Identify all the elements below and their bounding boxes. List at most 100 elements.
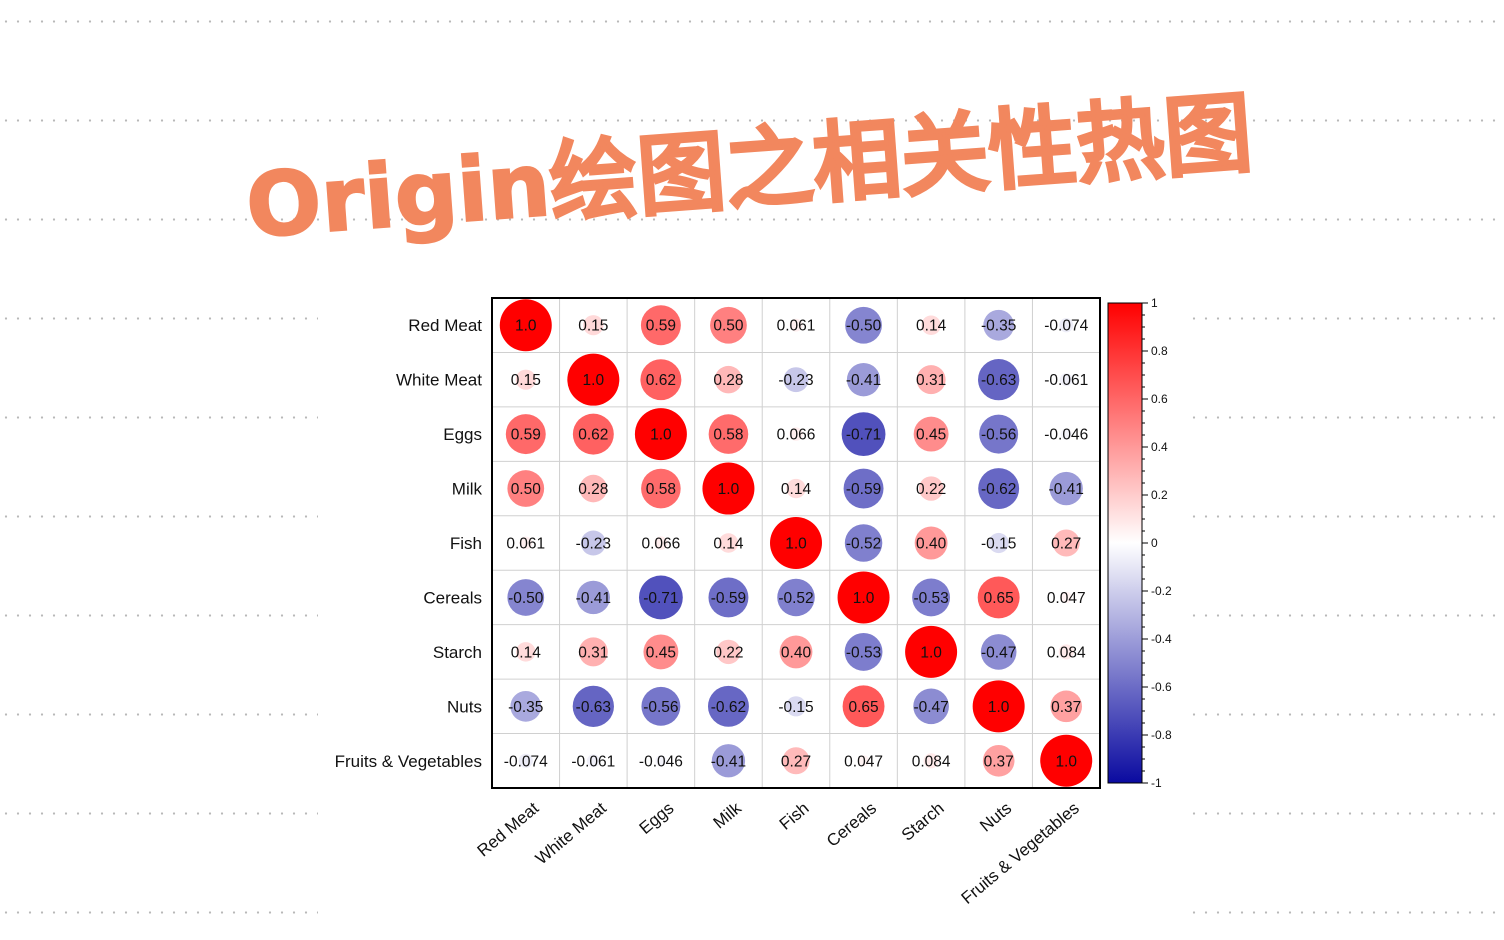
correlation-value: 1.0 bbox=[785, 536, 807, 553]
column-label: Nuts bbox=[976, 799, 1015, 836]
correlation-circle bbox=[978, 359, 1020, 401]
correlation-value: 0.40 bbox=[781, 644, 812, 661]
correlation-circle bbox=[702, 462, 755, 515]
correlation-value: 0.28 bbox=[578, 481, 608, 498]
correlation-circle bbox=[982, 744, 1015, 777]
colorbar-tick-label: -0.4 bbox=[1151, 632, 1172, 646]
correlation-circle bbox=[579, 474, 608, 503]
correlation-value: -0.63 bbox=[576, 699, 611, 716]
correlation-value: -0.47 bbox=[981, 644, 1016, 661]
correlation-circle bbox=[580, 530, 606, 556]
correlation-circle bbox=[844, 524, 883, 562]
colorbar-tick-label: -0.8 bbox=[1151, 728, 1172, 742]
correlation-circle bbox=[912, 578, 951, 617]
correlation-circle bbox=[654, 536, 668, 550]
correlation-circle bbox=[779, 635, 813, 669]
correlation-circle bbox=[1060, 428, 1072, 440]
correlation-circle bbox=[857, 755, 870, 767]
correlation-circle bbox=[914, 526, 948, 560]
correlation-value: 0.45 bbox=[646, 644, 676, 661]
correlation-value: 0.14 bbox=[713, 536, 744, 553]
correlation-value: -0.41 bbox=[576, 590, 611, 607]
correlation-value: 0.27 bbox=[781, 753, 811, 770]
correlation-circle bbox=[576, 580, 610, 615]
correlation-circle bbox=[1059, 318, 1074, 333]
correlation-circle bbox=[1058, 644, 1074, 660]
correlation-circle bbox=[641, 468, 681, 509]
correlation-value: -0.35 bbox=[508, 699, 543, 716]
correlation-circle bbox=[1049, 471, 1083, 506]
correlation-circle bbox=[905, 625, 958, 678]
correlation-circle bbox=[785, 696, 807, 717]
correlation-value: -0.53 bbox=[913, 590, 948, 607]
correlation-circle bbox=[923, 753, 939, 769]
correlation-circle bbox=[640, 359, 682, 401]
correlation-value: 1.0 bbox=[650, 427, 672, 444]
correlation-value: -0.62 bbox=[981, 481, 1016, 498]
colorbar-tick-label: 0 bbox=[1151, 536, 1158, 550]
colorbar-tick-label: 1 bbox=[1151, 296, 1158, 310]
correlation-value: 0.50 bbox=[713, 318, 744, 335]
colorbar-tick-label: 0.2 bbox=[1151, 488, 1168, 502]
correlation-circle bbox=[789, 427, 803, 441]
correlation-value: 1.0 bbox=[853, 590, 875, 607]
correlation-value: 1.0 bbox=[583, 372, 605, 389]
correlation-value: -0.47 bbox=[913, 699, 948, 716]
correlation-value: 0.15 bbox=[511, 372, 541, 389]
column-label: Cereals bbox=[823, 799, 880, 851]
correlation-circle bbox=[913, 416, 949, 452]
correlation-circle bbox=[711, 744, 746, 778]
correlation-circle bbox=[913, 688, 949, 725]
correlation-value: -0.63 bbox=[981, 372, 1016, 389]
correlation-value: -0.15 bbox=[778, 699, 813, 716]
correlation-circle bbox=[518, 753, 533, 768]
correlation-circle bbox=[786, 478, 806, 499]
correlation-circle bbox=[638, 575, 683, 620]
plot-frame bbox=[491, 297, 1101, 789]
correlation-value: 0.58 bbox=[646, 481, 676, 498]
correlation-circle bbox=[641, 686, 681, 726]
correlation-circle bbox=[782, 747, 810, 775]
correlation-circle bbox=[710, 306, 747, 344]
correlation-circle bbox=[980, 634, 1017, 670]
correlation-circle bbox=[845, 306, 882, 344]
correlation-circle bbox=[1052, 529, 1080, 557]
correlation-circle bbox=[844, 632, 883, 671]
column-label: Milk bbox=[710, 798, 746, 832]
correlation-value: 0.40 bbox=[916, 536, 947, 553]
correlation-circle bbox=[499, 299, 552, 352]
correlation-value: 1.0 bbox=[515, 318, 537, 335]
correlation-value: 0.58 bbox=[713, 427, 743, 444]
heatmap-values: 1.0 0.15 0.59 0.50 0.061 -0.50 0.14 -0.35 -0.074… bbox=[504, 318, 1089, 771]
column-label: Eggs bbox=[636, 799, 678, 838]
correlation-value: 0.047 bbox=[1047, 590, 1086, 607]
correlation-value: 0.14 bbox=[511, 644, 542, 661]
correlation-circle bbox=[770, 517, 822, 569]
correlation-value: 0.27 bbox=[1051, 536, 1081, 553]
correlation-value: -0.56 bbox=[643, 699, 678, 716]
heatmap-circles bbox=[499, 299, 1093, 787]
correlation-value: 0.14 bbox=[916, 318, 947, 335]
correlation-value: -0.71 bbox=[643, 590, 678, 607]
correlation-value: 0.59 bbox=[646, 318, 676, 335]
column-label: Fruits & Vegetables bbox=[958, 799, 1083, 908]
correlation-heatmap: 1.0 0.15 0.59 0.50 0.061 -0.50 0.14 -0.35 -0.074… bbox=[335, 296, 1172, 908]
correlation-circle bbox=[515, 369, 536, 390]
correlation-value: -0.35 bbox=[981, 318, 1016, 335]
correlation-value: -0.62 bbox=[711, 699, 746, 716]
correlation-value: 1.0 bbox=[920, 644, 942, 661]
correlation-value: -0.41 bbox=[711, 753, 746, 770]
colorbar-tick-label: -0.2 bbox=[1151, 584, 1172, 598]
correlation-value: -0.41 bbox=[846, 372, 881, 389]
heatmap-grid bbox=[492, 298, 1100, 788]
correlation-value: 0.31 bbox=[916, 372, 946, 389]
correlation-value: -0.59 bbox=[846, 481, 881, 498]
correlation-value: 0.084 bbox=[1047, 644, 1086, 661]
correlation-circle bbox=[846, 363, 881, 397]
correlation-circle bbox=[578, 637, 608, 667]
correlation-circle bbox=[916, 365, 946, 395]
correlation-circle bbox=[507, 470, 545, 507]
correlation-circle bbox=[837, 571, 890, 624]
correlation-value: -0.074 bbox=[504, 753, 548, 770]
correlation-circle bbox=[516, 642, 536, 662]
